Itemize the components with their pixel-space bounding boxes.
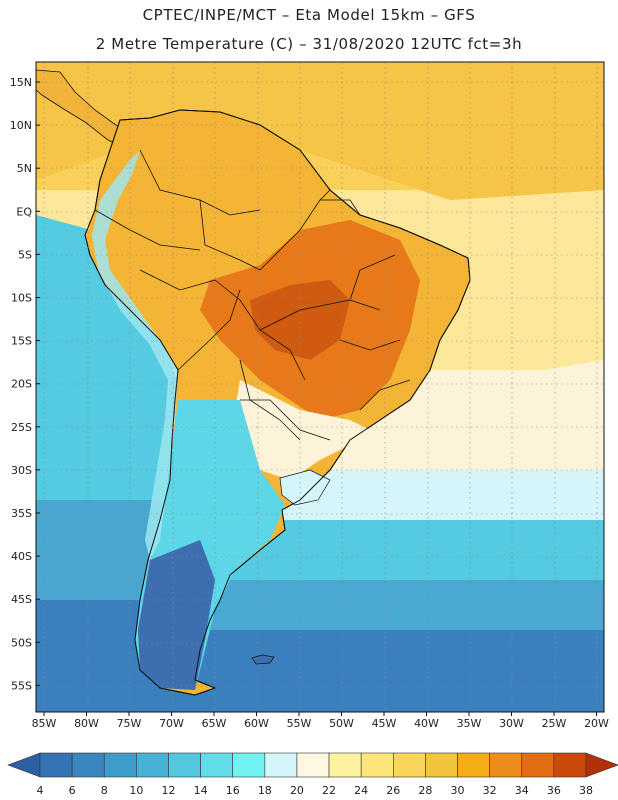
colorbar-tick-label: 28 <box>418 784 432 797</box>
colorbar-tick-label: 38 <box>579 784 593 797</box>
lon-labels: 85W 80W 75W 70W 65W 60W 55W 50W 45W 40W 35W 30W 25W 2… <box>32 717 609 730</box>
lon-label-70w: 70W <box>159 717 184 730</box>
chart-title: CPTEC/INPE/MCT – Eta Model 15km – GFS <box>142 6 476 24</box>
lat-label-35s: 35S <box>11 507 32 520</box>
lon-label-50w: 50W <box>329 717 354 730</box>
colorbar-tick-label: 30 <box>451 784 465 797</box>
pacific-cool-water <box>36 215 190 500</box>
lon-label-35w: 35W <box>457 717 482 730</box>
lon-label-65w: 65W <box>202 717 227 730</box>
pacific-cold-water <box>36 500 180 600</box>
temperature-map: 15N 10N 5N EQ 5S 10S 15S 20S 25S 30S 35S 40S 45S 50S 5… <box>10 61 609 730</box>
colorbar-tick-label: 14 <box>194 784 208 797</box>
colorbar-swatch <box>200 752 234 778</box>
colorbar-swatch <box>136 752 169 778</box>
lat-label-25s: 25S <box>11 421 32 434</box>
colorbar-swatch <box>103 752 137 778</box>
andes-cold-stripe <box>92 150 178 560</box>
colorbar-arrow-low <box>7 752 41 778</box>
map-frame <box>35 61 605 713</box>
colorbar-swatch <box>521 752 555 778</box>
falkland-islands <box>251 654 275 665</box>
lat-tick-marks <box>36 81 40 686</box>
colorbar-swatch <box>264 752 298 778</box>
lon-label-85w: 85W <box>32 717 57 730</box>
lon-label-55w: 55W <box>287 717 312 730</box>
chart-subtitle: 2 Metre Temperature (C) – 31/08/2020 12U… <box>95 35 523 53</box>
colorbar-tick-label: 8 <box>101 784 108 797</box>
colorbar-swatch <box>392 752 426 778</box>
colorbar-swatch <box>360 752 394 778</box>
colorbar-swatch <box>457 752 490 778</box>
colorbar-tick-label: 16 <box>226 784 240 797</box>
lat-label-5n: 5N <box>17 162 32 175</box>
temperature-colorbar: 4 6 8 10 12 14 16 18 20 22 24 26 28 30 32 34 36 38 <box>7 752 618 797</box>
lon-label-60w: 60W <box>244 717 269 730</box>
lon-label-80w: 80W <box>74 717 99 730</box>
map-field <box>36 62 604 712</box>
lon-label-25w: 25W <box>542 717 567 730</box>
colorbar-tick-label: 36 <box>547 784 561 797</box>
lat-label-45s: 45S <box>11 593 32 606</box>
lat-label-10n: 10N <box>10 119 32 132</box>
lat-label-30s: 30S <box>11 464 32 477</box>
lon-label-20w: 20W <box>584 717 609 730</box>
colorbar-swatch <box>296 752 330 778</box>
colorbar-tick-label: 22 <box>322 784 336 797</box>
lat-label-40s: 40S <box>11 550 32 563</box>
colorbar-swatch <box>328 752 362 778</box>
colorbar-tick-label: 34 <box>515 784 529 797</box>
south-brazil-mild-region <box>235 380 370 480</box>
uruguay-region <box>279 469 331 506</box>
colorbar-tick-label: 20 <box>290 784 304 797</box>
colorbar-swatch <box>489 752 523 778</box>
graticule <box>36 62 604 712</box>
colorbar-arrow-high <box>585 752 618 778</box>
colorbar-tick-label: 4 <box>37 784 44 797</box>
lat-label-eq: EQ <box>16 205 32 218</box>
lat-label-15s: 15S <box>11 335 32 348</box>
colorbar-tick-label: 26 <box>386 784 400 797</box>
colorbar-tick-label: 24 <box>354 784 368 797</box>
lat-label-15n: 15N <box>10 76 32 89</box>
lat-labels: 15N 10N 5N EQ 5S 10S 15S 20S 25S 30S 35S 40S 45S 50S 5… <box>10 76 33 692</box>
colorbar-swatch <box>168 752 201 778</box>
lat-label-55s: 55S <box>11 679 32 692</box>
colorbar-swatch <box>232 752 266 778</box>
colorbar-swatch <box>39 752 73 778</box>
lon-label-30w: 30W <box>499 717 524 730</box>
lon-tick-marks <box>43 712 597 716</box>
lat-label-50s: 50S <box>11 636 32 649</box>
lon-label-40w: 40W <box>414 717 439 730</box>
lat-label-20s: 20S <box>11 378 32 391</box>
caribbean-warm-water <box>36 62 604 200</box>
colorbar-tick-label: 32 <box>483 784 497 797</box>
lon-label-75w: 75W <box>117 717 142 730</box>
colorbar-tick-label: 10 <box>129 784 143 797</box>
south-atlantic-warm-patch <box>480 360 604 470</box>
coastline <box>84 109 471 696</box>
colorbar-tick-label: 12 <box>161 784 175 797</box>
lat-label-5s: 5S <box>18 248 32 261</box>
colorbar-swatch <box>71 752 105 778</box>
colorbar-swatch <box>553 752 587 778</box>
lon-label-45w: 45W <box>372 717 397 730</box>
patagonia-cold-region <box>138 540 215 690</box>
colorbar-swatch <box>425 752 458 778</box>
colorbar-tick-label: 6 <box>69 784 76 797</box>
colorbar-tick-label: 18 <box>258 784 272 797</box>
lat-label-10s: 10S <box>11 292 32 305</box>
country-borders <box>94 149 411 441</box>
